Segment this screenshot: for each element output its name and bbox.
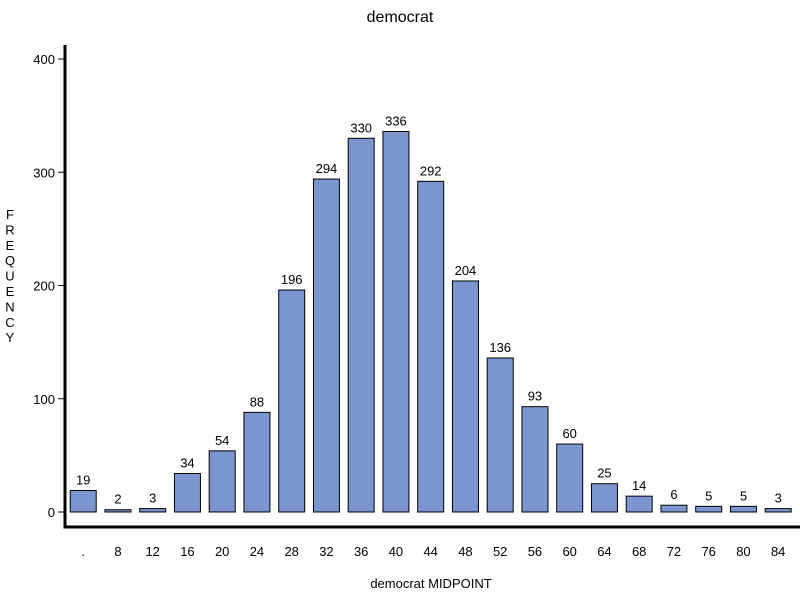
bar — [451, 280, 479, 513]
bar — [625, 495, 653, 513]
y-tick-label: 100 — [33, 392, 55, 407]
x-tick-label: 80 — [736, 544, 750, 559]
x-tick-label: 32 — [319, 544, 333, 559]
x-tick-label: 52 — [493, 544, 507, 559]
bar — [382, 130, 410, 513]
y-axis-label-letter: C — [5, 315, 14, 330]
bar-value-label: 60 — [562, 426, 576, 441]
bar-value-label: 54 — [215, 433, 229, 448]
bar — [312, 178, 340, 513]
x-tick-label: 8 — [114, 544, 121, 559]
bar-value-label: 88 — [250, 394, 264, 409]
x-tick-label: 24 — [250, 544, 264, 559]
y-axis-label-letter: E — [6, 238, 15, 253]
bar — [556, 443, 584, 513]
bar-value-label: 136 — [489, 340, 511, 355]
bar — [729, 505, 757, 513]
bar — [521, 406, 549, 513]
bar — [139, 508, 167, 513]
bar-value-label: 5 — [705, 488, 712, 503]
data-labels: 19 2 3 34 54 88 196 294 330 336 292 204 136 93 60 25 14 6… — [76, 113, 782, 506]
x-tick-label: 20 — [215, 544, 229, 559]
bar — [278, 289, 306, 513]
x-tick-label: 72 — [667, 544, 681, 559]
x-axis-ticks: . 8 12 16 20 24 28 32 36 40 44 48 52 56 60 64 68 72 76 80 84 — [81, 544, 785, 559]
bar — [417, 180, 445, 513]
x-tick-label: 64 — [597, 544, 611, 559]
bar — [660, 504, 688, 513]
bar-value-label: 294 — [316, 161, 338, 176]
y-tick-label: 300 — [33, 165, 55, 180]
bar-value-label: 3 — [775, 491, 782, 506]
bar-value-label: 336 — [385, 113, 407, 128]
bar-value-label: 19 — [76, 472, 90, 487]
bar-value-label: 196 — [281, 272, 303, 287]
x-tick-label: 76 — [701, 544, 715, 559]
y-axis-label-letter: Y — [6, 330, 15, 345]
x-tick-label: 40 — [389, 544, 403, 559]
x-tick-label: 12 — [145, 544, 159, 559]
bar — [243, 411, 271, 513]
bar-value-label: 330 — [350, 120, 372, 135]
bar — [764, 508, 792, 513]
y-axis-label-letter: F — [6, 207, 14, 222]
x-tick-label: 68 — [632, 544, 646, 559]
y-axis-label-letter: E — [6, 284, 15, 299]
bar — [347, 137, 375, 513]
x-tick-label: 16 — [180, 544, 194, 559]
y-axis-ticks: 0 100 200 300 400 — [33, 52, 65, 520]
bar — [590, 483, 618, 513]
x-tick-label: . — [81, 544, 85, 559]
bar-value-label: 3 — [149, 491, 156, 506]
bar — [208, 450, 236, 513]
y-axis-label-letter: R — [5, 222, 14, 237]
bar-value-label: 93 — [528, 389, 542, 404]
bar — [173, 472, 201, 513]
x-axis-label: democrat MIDPOINT — [370, 576, 491, 591]
x-tick-label: 36 — [354, 544, 368, 559]
bars — [69, 130, 792, 513]
bar — [486, 357, 514, 513]
bar-value-label: 2 — [114, 492, 121, 507]
y-axis-label-letter: N — [5, 299, 14, 314]
y-tick-label: 0 — [48, 505, 55, 520]
bar-value-label: 292 — [420, 163, 442, 178]
y-axis-label-letter: U — [5, 269, 14, 284]
y-tick-label: 200 — [33, 279, 55, 294]
y-tick-label: 400 — [33, 52, 55, 67]
chart-title: democrat — [367, 9, 434, 26]
x-tick-label: 28 — [284, 544, 298, 559]
bar-value-label: 14 — [632, 478, 646, 493]
x-tick-label: 84 — [771, 544, 785, 559]
axes-lines — [63, 45, 800, 529]
bar-value-label: 6 — [670, 487, 677, 502]
bar-value-label: 5 — [740, 488, 747, 503]
bar — [69, 489, 97, 513]
x-tick-label: 44 — [423, 544, 437, 559]
x-tick-label: 56 — [528, 544, 542, 559]
bar — [695, 505, 723, 513]
bar-value-label: 34 — [180, 455, 194, 470]
x-tick-label: 60 — [562, 544, 576, 559]
x-tick-label: 48 — [458, 544, 472, 559]
bar-value-label: 25 — [597, 466, 611, 481]
y-axis-label-letter: Q — [5, 253, 15, 268]
bar — [104, 509, 132, 513]
bar-value-label: 204 — [455, 263, 477, 278]
